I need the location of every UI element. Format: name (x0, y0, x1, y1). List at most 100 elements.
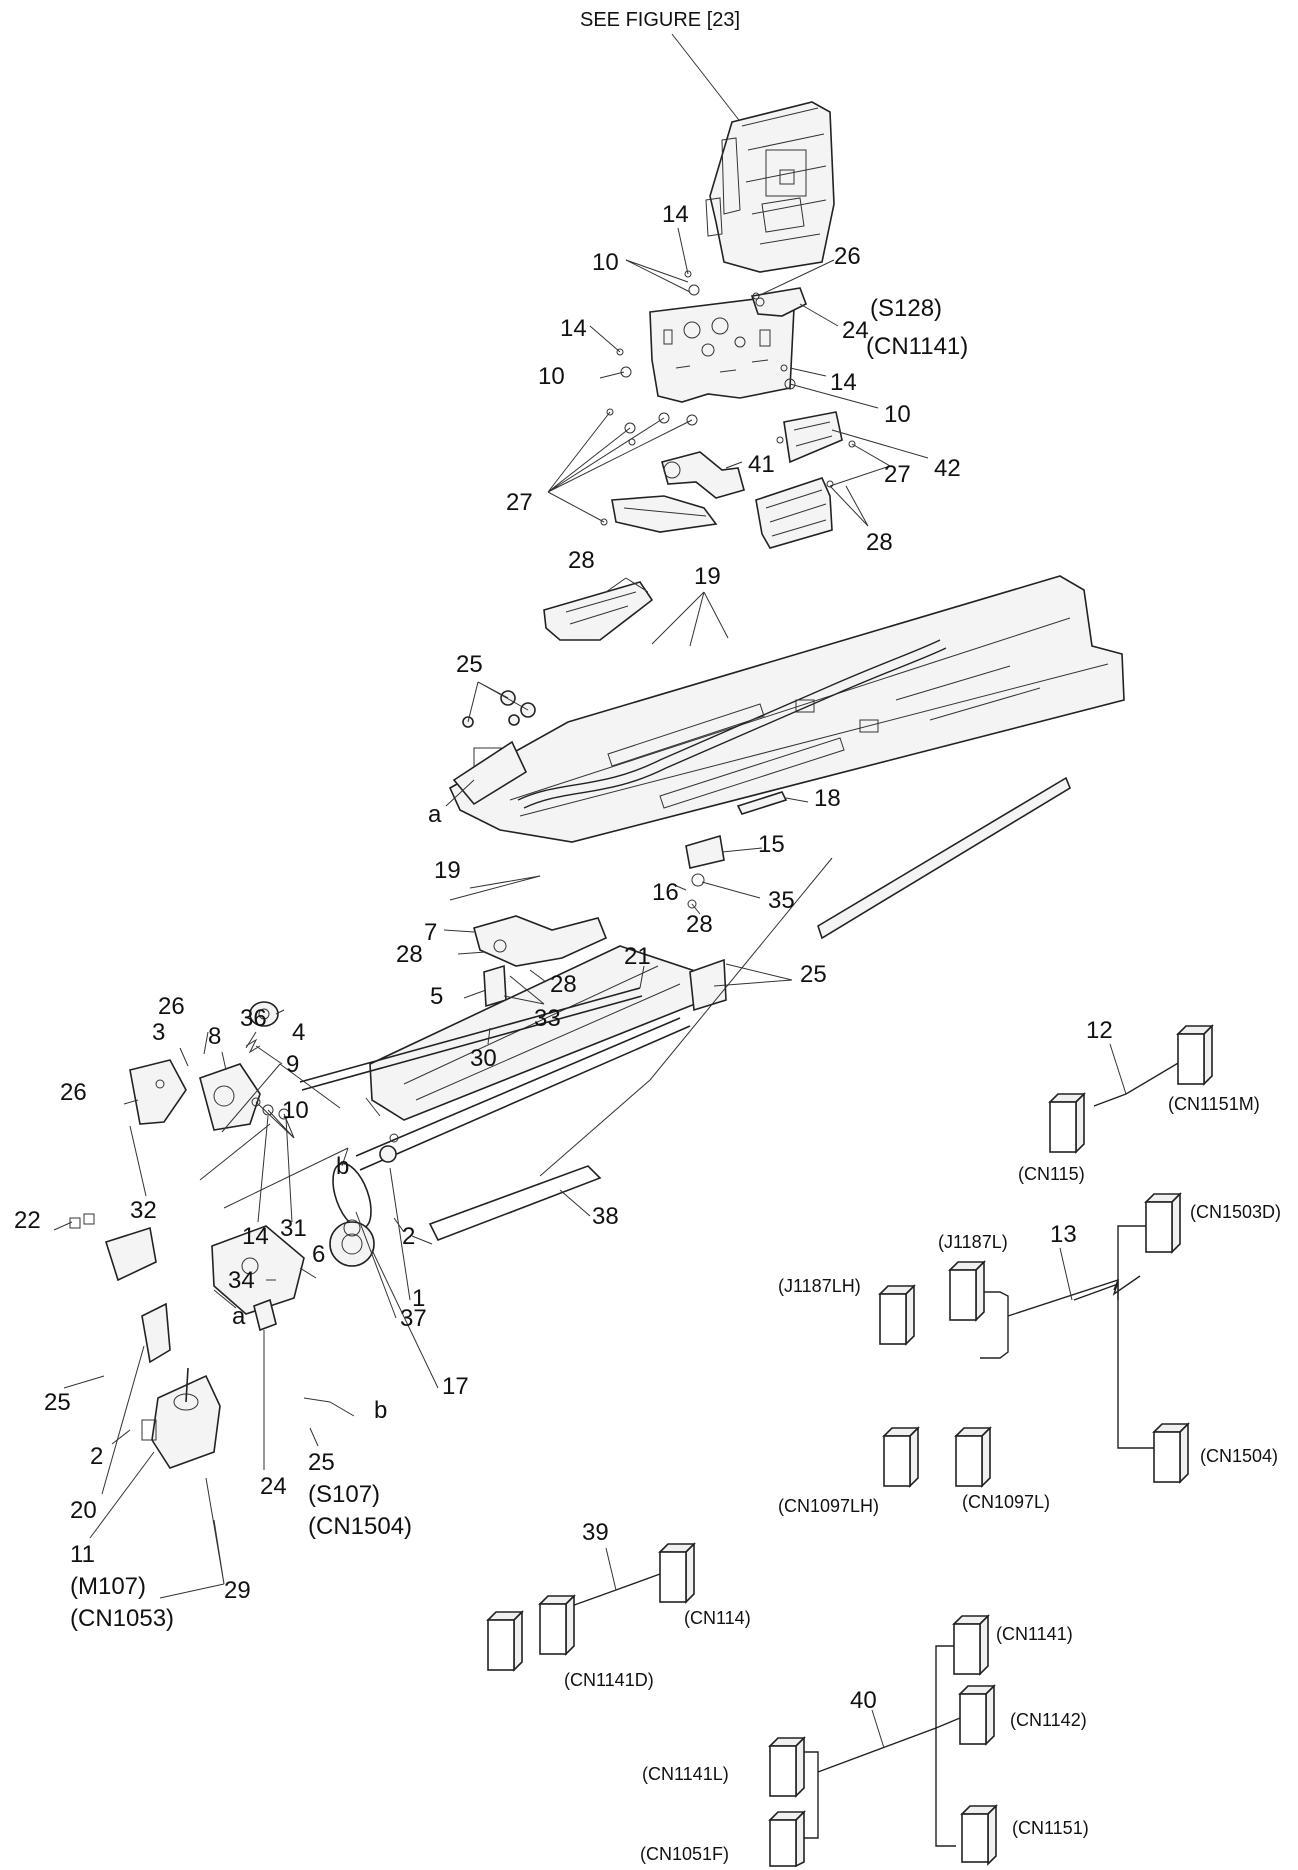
callout-18: 18 (814, 785, 841, 812)
head-holder-left-28 (543, 581, 654, 641)
harness-40: 40 (CN1141) (CN1142) (CN1141L) (CN1151) (640, 1614, 1089, 1868)
connector-cn1141d (538, 1594, 576, 1656)
connector-label: (CN1151M) (1168, 1094, 1260, 1114)
callout-24-switch-code: (S128) (870, 295, 942, 322)
callout-5: 5 (430, 983, 443, 1010)
callout-14: 14 (662, 201, 689, 228)
callout-27: 27 (884, 461, 911, 488)
motor-11 (141, 1367, 221, 1469)
connector-cn1051f (768, 1810, 806, 1868)
callout-8: 8 (208, 1023, 221, 1050)
callout-25-connector-code: (CN1504) (308, 1513, 412, 1540)
connector-label: (CN1141L) (642, 1764, 729, 1784)
callout-11-connector-code: (CN1053) (70, 1605, 174, 1632)
callout-26: 26 (158, 993, 185, 1020)
callout-25-switch-code: (S107) (308, 1481, 380, 1508)
washers-10-left (251, 1097, 290, 1120)
connector-cn1151 (960, 1804, 998, 1866)
connector-cn1141 (952, 1614, 990, 1676)
callout-9: 9 (286, 1051, 299, 1078)
connector-mating-left (486, 1610, 524, 1672)
callout-24: 24 (842, 317, 869, 344)
drive-unit-8 (199, 1063, 261, 1131)
callout-25: 25 (44, 1389, 71, 1416)
callout-25: 25 (800, 961, 827, 988)
rear-cable-holder (755, 477, 833, 549)
connector-label: (J1187LH) (778, 1276, 861, 1296)
connector-label: (CN1051F) (640, 1844, 729, 1864)
callout-26: 26 (834, 243, 861, 270)
fasteners-25-top (462, 690, 536, 728)
callout-10: 10 (282, 1097, 309, 1124)
timing-belt-38 (355, 1017, 691, 1171)
callout-19: 19 (694, 563, 721, 590)
lower-guide-27 (611, 495, 718, 533)
callout-25: 25 (456, 651, 483, 678)
callout-14: 14 (242, 1223, 269, 1250)
connector-cn1503d (1144, 1192, 1182, 1254)
callout-b: b (336, 1153, 349, 1180)
harness-12-number: 12 (1086, 1017, 1113, 1044)
connector-cn1504 (1152, 1422, 1190, 1484)
callout-10: 10 (884, 401, 911, 428)
switch-bracket (750, 287, 808, 317)
long-slide-rail (817, 776, 1071, 940)
callout-15: 15 (758, 831, 785, 858)
pulley-4 (249, 1001, 279, 1027)
connector-cn114 (658, 1542, 696, 1604)
connector-label: (CN1151) (1012, 1818, 1089, 1838)
callout-41: 41 (748, 451, 775, 478)
callout-24-connector-code: (CN1141) (866, 333, 968, 360)
callout-31: 31 (280, 1215, 307, 1242)
spring-9 (245, 1038, 261, 1054)
motor-bracket-3-26 (129, 1059, 187, 1125)
callout-28: 28 (686, 911, 713, 938)
callout-14: 14 (830, 369, 857, 396)
callout-10: 10 (592, 249, 619, 276)
callout-17: 17 (442, 1373, 469, 1400)
guide-rod-18 (736, 791, 788, 815)
callout-20: 20 (70, 1497, 97, 1524)
callout-28: 28 (568, 547, 595, 574)
drive-gear-17 (329, 1219, 375, 1267)
harness-13-number: 13 (1050, 1221, 1077, 1248)
main-frame-plate (448, 575, 1125, 843)
lower-guide-7 (473, 915, 608, 967)
sensor-24-bottom (253, 1298, 277, 1332)
connector-label: (CN1097L) (962, 1492, 1050, 1512)
callout-27: 27 (506, 489, 533, 516)
harness-39-number: 39 (582, 1519, 609, 1546)
callout-1: 1 (412, 1285, 425, 1312)
callout-34: 34 (228, 1267, 255, 1294)
callout-35: 35 (768, 887, 795, 914)
tension-spring-rod (411, 1165, 602, 1245)
callout-11: 11 (70, 1541, 95, 1568)
callout-7: 7 (424, 919, 437, 946)
callout-33: 33 (534, 1005, 561, 1032)
frame-plate-a-left (452, 740, 528, 806)
callout-30: 30 (470, 1045, 497, 1072)
fasteners-top (600, 270, 856, 526)
callout-6: 6 (312, 1241, 325, 1268)
callout-24: 24 (260, 1473, 287, 1500)
connector-label: (CN114) (684, 1608, 751, 1628)
callout-2: 2 (402, 1223, 415, 1250)
callout-32: 32 (130, 1197, 157, 1224)
callout-19: 19 (434, 857, 461, 884)
connector-label: (CN1504) (1200, 1446, 1278, 1466)
drive-shaft-21 (299, 987, 643, 1091)
callout-22: 22 (14, 1207, 41, 1234)
harness-12: 12 (CN1151M) (CN115) (1018, 1017, 1260, 1184)
callout-b: b (374, 1397, 387, 1424)
connector-cn1141l (768, 1736, 806, 1798)
callout-a: a (232, 1303, 246, 1330)
callout-21: 21 (624, 943, 651, 970)
connector-label: (CN1141D) (564, 1670, 654, 1690)
callout-28: 28 (550, 971, 577, 998)
connector-cn1142 (958, 1684, 996, 1746)
harness-13: 13 (CN1503D) (J1187L) (J1187LH) (CN1504) (778, 1192, 1281, 1516)
roller-bracket-41 (661, 451, 745, 499)
callout-38: 38 (592, 1203, 619, 1230)
connector-cn1097lh (882, 1426, 920, 1488)
callout-29: 29 (224, 1577, 251, 1604)
